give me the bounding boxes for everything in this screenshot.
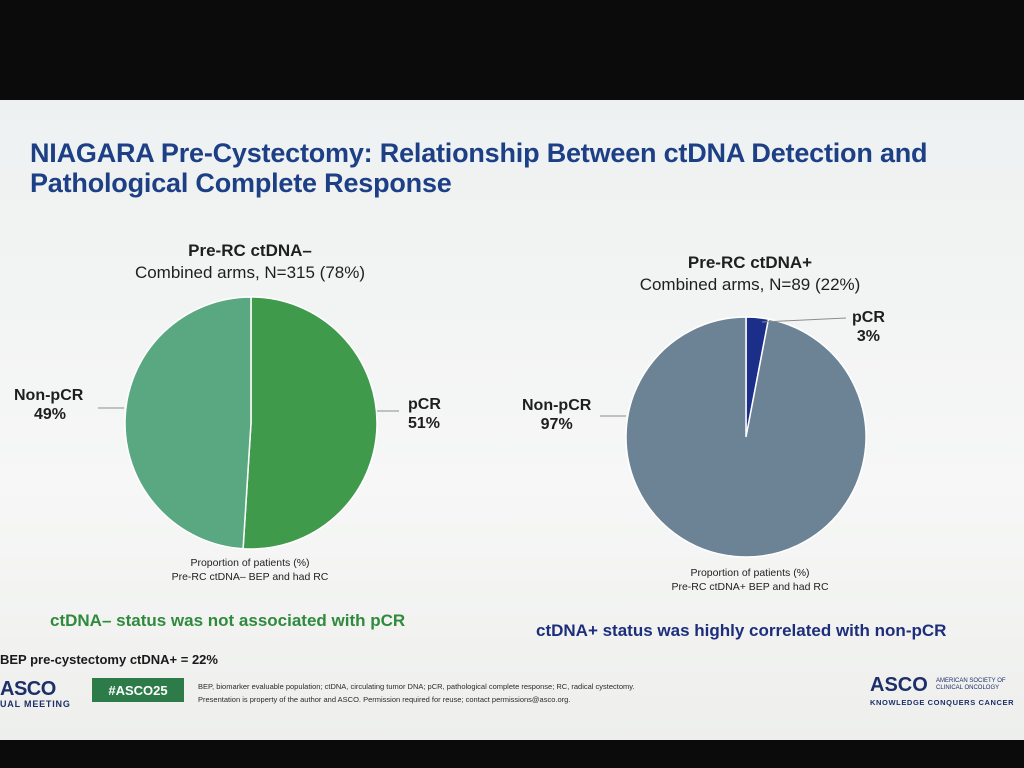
tagline: KNOWLEDGE CONQUERS CANCER	[870, 698, 1015, 707]
right-chart-subtitle: Combined arms, N=89 (22%)	[639, 275, 861, 294]
bep-note: BEP pre-cystectomy ctDNA+ = 22%	[0, 652, 218, 667]
right-pcr-label: pCR 3%	[852, 308, 885, 346]
right-nonpcr-name: Non-pCR	[522, 397, 592, 414]
right-caption-line1: Proportion of patients (%)	[690, 567, 810, 579]
right-chart-header: Pre-RC ctDNA+ Combined arms, N=89 (22%)	[615, 252, 885, 296]
right-nonpcr-value: 97%	[540, 416, 573, 433]
asco-annual-meeting-logo: ASCO UAL MEETING	[0, 678, 71, 709]
right-chart-title: Pre-RC ctDNA+	[687, 253, 813, 272]
left-caption: Proportion of patients (%) Pre-RC ctDNA–…	[150, 556, 350, 584]
left-nonpcr-value: 49%	[34, 406, 67, 423]
left-pie-slice-nonpcr	[124, 296, 252, 550]
footnote-permissions: Presentation is property of the author a…	[198, 695, 571, 704]
right-caption: Proportion of patients (%) Pre-RC ctDNA+…	[650, 566, 850, 594]
footnote: BEP, biomarker evaluable population; ctD…	[198, 680, 635, 706]
left-pcr-value: 51%	[408, 415, 441, 432]
left-chart-header: Pre-RC ctDNA– Combined arms, N=315 (78%)	[110, 240, 390, 284]
footer: ASCO UAL MEETING #ASCO25 BEP, biomarker …	[0, 672, 1024, 722]
left-chart-subtitle: Combined arms, N=315 (78%)	[134, 263, 366, 282]
left-pcr-label: pCR 51%	[408, 395, 441, 433]
asco-right-wordmark: ASCO	[870, 674, 928, 696]
right-pcr-name: pCR	[852, 309, 885, 326]
left-pcr-name: pCR	[408, 396, 441, 413]
society-name: AMERICAN SOCIETY OF CLINICAL ONCOLOGY	[936, 678, 1006, 691]
meeting-label: UAL MEETING	[0, 699, 71, 709]
asco-society-logo: ASCO AMERICAN SOCIETY OF CLINICAL ONCOLO…	[870, 674, 1014, 707]
left-chart-title: Pre-RC ctDNA–	[188, 241, 312, 260]
slide: NIAGARA Pre-Cystectomy: Relationship Bet…	[0, 100, 1024, 740]
left-caption-line1: Proportion of patients (%)	[190, 557, 310, 569]
left-nonpcr-name: Non-pCR	[14, 387, 84, 404]
right-pie-leader-line-1	[761, 317, 847, 323]
right-caption-line2: Pre-RC ctDNA+ BEP and had RC	[671, 581, 829, 593]
asco-left-wordmark: ASCO	[0, 678, 56, 700]
left-caption-line2: Pre-RC ctDNA– BEP and had RC	[171, 571, 329, 583]
hashtag-badge: #ASCO25	[92, 678, 184, 702]
left-pie-slice-pcr	[242, 296, 378, 550]
right-pie-slice-pcr	[745, 316, 770, 438]
right-nonpcr-label: Non-pCR 97%	[522, 396, 591, 434]
right-finding: ctDNA+ status was highly correlated with…	[536, 621, 947, 640]
right-pie-slice-nonpcr	[625, 316, 867, 558]
left-nonpcr-label: Non-pCR 49%	[14, 386, 83, 424]
footnote-abbreviations: BEP, biomarker evaluable population; ctD…	[198, 682, 635, 691]
right-pcr-value: 3%	[856, 328, 880, 345]
slide-title: NIAGARA Pre-Cystectomy: Relationship Bet…	[30, 138, 928, 198]
left-finding: ctDNA– status was not associated with pC…	[50, 611, 406, 630]
